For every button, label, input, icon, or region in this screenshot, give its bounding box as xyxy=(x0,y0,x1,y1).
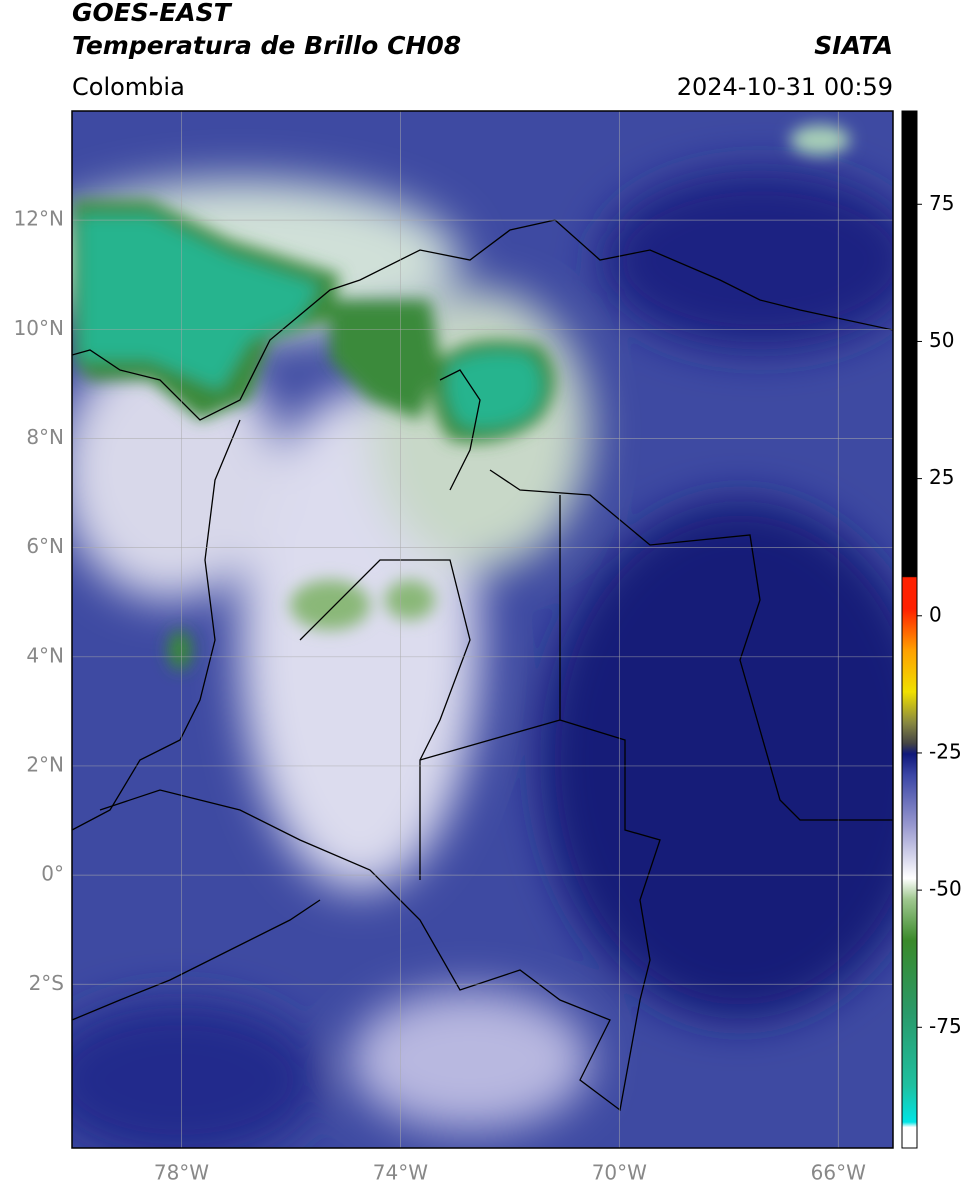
y-tick-label: 8°N xyxy=(26,425,64,449)
y-tick-label: 0° xyxy=(41,862,64,886)
colorbar xyxy=(901,110,918,1149)
y-tick-label: 12°N xyxy=(14,207,64,231)
y-tick-label: 10°N xyxy=(14,316,64,340)
y-tick-label: 2°S xyxy=(29,971,64,995)
colorbar-tick-label: 75 xyxy=(929,191,954,215)
y-tick-label: 6°N xyxy=(26,534,64,558)
colorbar-tick-label: -50 xyxy=(929,877,962,901)
colorbar-tick-label: 0 xyxy=(929,602,942,626)
title: GOES-EAST xyxy=(72,0,233,27)
x-tick-label: 78°W xyxy=(154,1161,209,1185)
x-tick-label: 70°W xyxy=(592,1161,647,1185)
x-tick-label: 66°W xyxy=(811,1161,866,1185)
colorbar-tick-label: 25 xyxy=(929,465,954,489)
colorbar-tick-label: 50 xyxy=(929,328,954,352)
y-tick-label: 2°N xyxy=(26,752,64,776)
colorbar-tick-label: -25 xyxy=(929,739,962,763)
map-frame xyxy=(71,110,894,1149)
colorbar-tick-label: -75 xyxy=(929,1014,962,1038)
region: Colombia xyxy=(72,73,185,101)
x-tick-label: 74°W xyxy=(373,1161,428,1185)
y-tick-label: 4°N xyxy=(26,643,64,667)
source: SIATA xyxy=(814,31,893,60)
graticule xyxy=(72,111,893,1148)
satellite-image xyxy=(72,111,893,1148)
datetime: 2024-10-31 00:59 xyxy=(677,73,893,101)
subtitle: Temperatura de Brillo CH08 xyxy=(72,31,461,60)
